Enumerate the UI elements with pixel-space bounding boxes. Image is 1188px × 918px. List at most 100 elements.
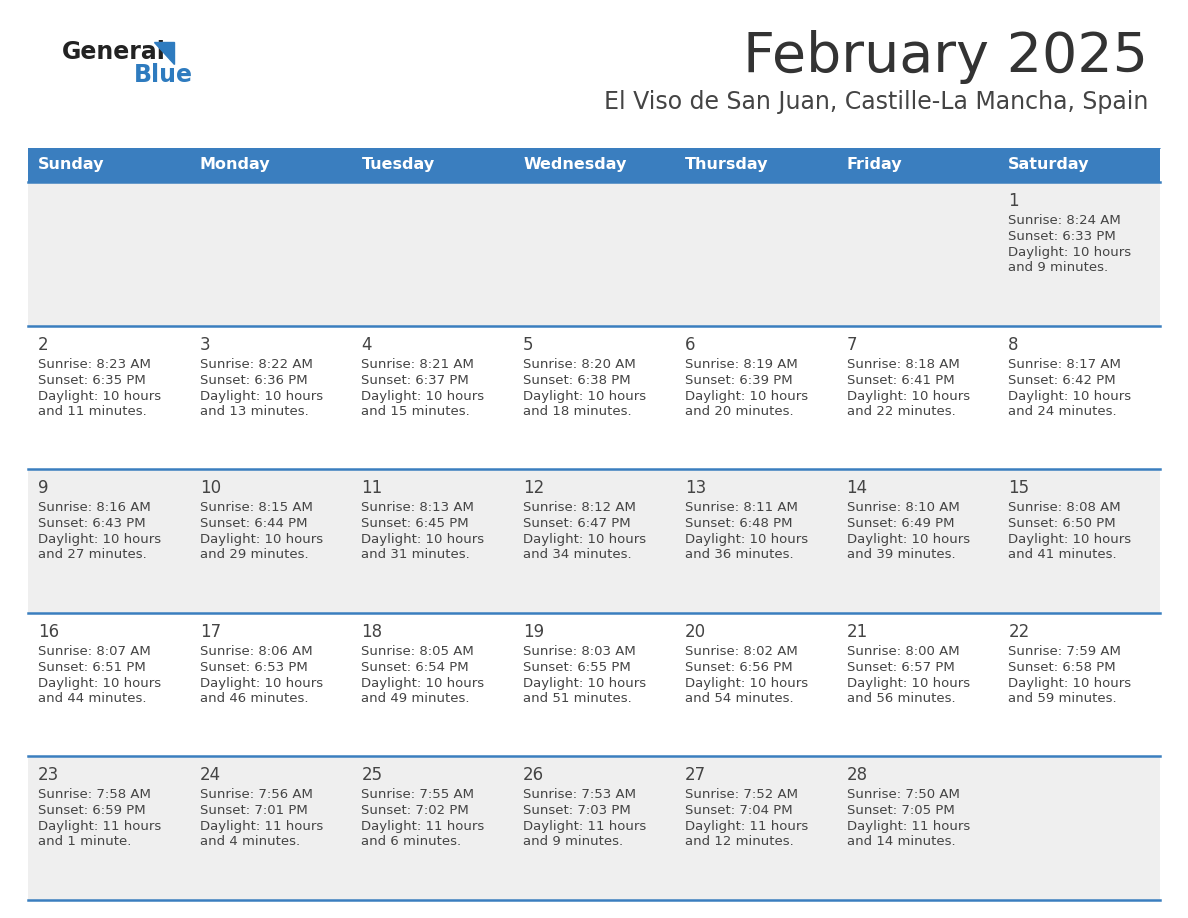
Text: and 46 minutes.: and 46 minutes. <box>200 692 308 705</box>
Text: Daylight: 10 hours: Daylight: 10 hours <box>361 677 485 689</box>
Text: 11: 11 <box>361 479 383 498</box>
Text: Sunset: 6:48 PM: Sunset: 6:48 PM <box>684 517 792 531</box>
Text: Sunset: 6:36 PM: Sunset: 6:36 PM <box>200 374 308 386</box>
Text: Sunrise: 8:17 AM: Sunrise: 8:17 AM <box>1009 358 1121 371</box>
Text: Sunset: 6:45 PM: Sunset: 6:45 PM <box>361 517 469 531</box>
Text: Daylight: 10 hours: Daylight: 10 hours <box>38 677 162 689</box>
Text: 21: 21 <box>847 622 867 641</box>
Text: Daylight: 10 hours: Daylight: 10 hours <box>847 389 969 403</box>
Text: Sunrise: 8:16 AM: Sunrise: 8:16 AM <box>38 501 151 514</box>
Text: 17: 17 <box>200 622 221 641</box>
Text: Sunset: 6:44 PM: Sunset: 6:44 PM <box>200 517 308 531</box>
Text: 1: 1 <box>1009 192 1019 210</box>
Text: Sunrise: 8:00 AM: Sunrise: 8:00 AM <box>847 644 959 658</box>
Text: Daylight: 10 hours: Daylight: 10 hours <box>684 533 808 546</box>
Text: Daylight: 11 hours: Daylight: 11 hours <box>200 821 323 834</box>
Text: Daylight: 10 hours: Daylight: 10 hours <box>361 389 485 403</box>
Text: Daylight: 10 hours: Daylight: 10 hours <box>1009 389 1131 403</box>
Text: Daylight: 10 hours: Daylight: 10 hours <box>523 677 646 689</box>
Text: Daylight: 10 hours: Daylight: 10 hours <box>523 389 646 403</box>
Text: Sunrise: 8:12 AM: Sunrise: 8:12 AM <box>523 501 636 514</box>
Text: Sunrise: 8:06 AM: Sunrise: 8:06 AM <box>200 644 312 658</box>
Text: and 15 minutes.: and 15 minutes. <box>361 405 470 418</box>
Text: Sunrise: 8:02 AM: Sunrise: 8:02 AM <box>684 644 797 658</box>
Text: Sunset: 6:43 PM: Sunset: 6:43 PM <box>38 517 146 531</box>
Text: Sunset: 6:42 PM: Sunset: 6:42 PM <box>1009 374 1116 386</box>
Text: Wednesday: Wednesday <box>523 158 626 173</box>
Text: 14: 14 <box>847 479 867 498</box>
Bar <box>29 182 1159 326</box>
Text: and 9 minutes.: and 9 minutes. <box>523 835 624 848</box>
Text: Daylight: 10 hours: Daylight: 10 hours <box>1009 533 1131 546</box>
Bar <box>29 756 1159 900</box>
Bar <box>29 326 1159 469</box>
Text: Sunset: 6:53 PM: Sunset: 6:53 PM <box>200 661 308 674</box>
Text: Daylight: 11 hours: Daylight: 11 hours <box>847 821 969 834</box>
Text: 20: 20 <box>684 622 706 641</box>
Text: and 12 minutes.: and 12 minutes. <box>684 835 794 848</box>
Text: Sunrise: 8:19 AM: Sunrise: 8:19 AM <box>684 358 797 371</box>
Text: Sunday: Sunday <box>38 158 105 173</box>
Text: Sunrise: 7:53 AM: Sunrise: 7:53 AM <box>523 789 636 801</box>
Polygon shape <box>154 42 173 64</box>
Text: and 9 minutes.: and 9 minutes. <box>1009 261 1108 274</box>
Text: and 11 minutes.: and 11 minutes. <box>38 405 147 418</box>
Text: Sunrise: 8:24 AM: Sunrise: 8:24 AM <box>1009 214 1121 227</box>
Text: Sunrise: 7:56 AM: Sunrise: 7:56 AM <box>200 789 312 801</box>
Text: Sunset: 6:55 PM: Sunset: 6:55 PM <box>523 661 631 674</box>
Text: Tuesday: Tuesday <box>361 158 435 173</box>
Text: Sunrise: 8:18 AM: Sunrise: 8:18 AM <box>847 358 960 371</box>
Text: Sunset: 6:41 PM: Sunset: 6:41 PM <box>847 374 954 386</box>
Text: Sunset: 6:33 PM: Sunset: 6:33 PM <box>1009 230 1116 243</box>
Text: and 34 minutes.: and 34 minutes. <box>523 548 632 561</box>
Bar <box>29 469 1159 613</box>
Text: 7: 7 <box>847 336 857 353</box>
Text: Sunrise: 8:13 AM: Sunrise: 8:13 AM <box>361 501 474 514</box>
Text: General: General <box>62 40 166 64</box>
Text: 12: 12 <box>523 479 544 498</box>
Text: 3: 3 <box>200 336 210 353</box>
Text: 18: 18 <box>361 622 383 641</box>
Text: and 6 minutes.: and 6 minutes. <box>361 835 462 848</box>
Text: 25: 25 <box>361 767 383 784</box>
Text: Daylight: 10 hours: Daylight: 10 hours <box>200 677 323 689</box>
Bar <box>29 613 1159 756</box>
Text: 23: 23 <box>38 767 59 784</box>
Text: 24: 24 <box>200 767 221 784</box>
Text: 10: 10 <box>200 479 221 498</box>
Text: Daylight: 10 hours: Daylight: 10 hours <box>1009 246 1131 259</box>
Text: 8: 8 <box>1009 336 1019 353</box>
Text: and 24 minutes.: and 24 minutes. <box>1009 405 1117 418</box>
Text: and 44 minutes.: and 44 minutes. <box>38 692 146 705</box>
Bar <box>29 148 1159 182</box>
Text: Blue: Blue <box>134 63 192 87</box>
Text: El Viso de San Juan, Castille-La Mancha, Spain: El Viso de San Juan, Castille-La Mancha,… <box>604 90 1148 114</box>
Text: and 1 minute.: and 1 minute. <box>38 835 132 848</box>
Text: and 54 minutes.: and 54 minutes. <box>684 692 794 705</box>
Text: 2: 2 <box>38 336 49 353</box>
Text: Sunrise: 7:58 AM: Sunrise: 7:58 AM <box>38 789 151 801</box>
Text: Sunrise: 8:05 AM: Sunrise: 8:05 AM <box>361 644 474 658</box>
Text: February 2025: February 2025 <box>742 30 1148 84</box>
Text: Sunset: 6:50 PM: Sunset: 6:50 PM <box>1009 517 1116 531</box>
Text: 16: 16 <box>38 622 59 641</box>
Text: and 51 minutes.: and 51 minutes. <box>523 692 632 705</box>
Text: and 36 minutes.: and 36 minutes. <box>684 548 794 561</box>
Text: Sunset: 7:02 PM: Sunset: 7:02 PM <box>361 804 469 817</box>
Text: Sunrise: 7:59 AM: Sunrise: 7:59 AM <box>1009 644 1121 658</box>
Text: and 14 minutes.: and 14 minutes. <box>847 835 955 848</box>
Text: and 13 minutes.: and 13 minutes. <box>200 405 309 418</box>
Text: Sunrise: 8:21 AM: Sunrise: 8:21 AM <box>361 358 474 371</box>
Text: Sunset: 7:05 PM: Sunset: 7:05 PM <box>847 804 954 817</box>
Text: Daylight: 11 hours: Daylight: 11 hours <box>684 821 808 834</box>
Text: Sunrise: 8:11 AM: Sunrise: 8:11 AM <box>684 501 797 514</box>
Text: Daylight: 10 hours: Daylight: 10 hours <box>38 533 162 546</box>
Text: Sunrise: 7:50 AM: Sunrise: 7:50 AM <box>847 789 960 801</box>
Text: 27: 27 <box>684 767 706 784</box>
Text: Monday: Monday <box>200 158 271 173</box>
Text: 13: 13 <box>684 479 706 498</box>
Text: and 39 minutes.: and 39 minutes. <box>847 548 955 561</box>
Text: Sunrise: 8:23 AM: Sunrise: 8:23 AM <box>38 358 151 371</box>
Text: Saturday: Saturday <box>1009 158 1089 173</box>
Text: Sunset: 6:47 PM: Sunset: 6:47 PM <box>523 517 631 531</box>
